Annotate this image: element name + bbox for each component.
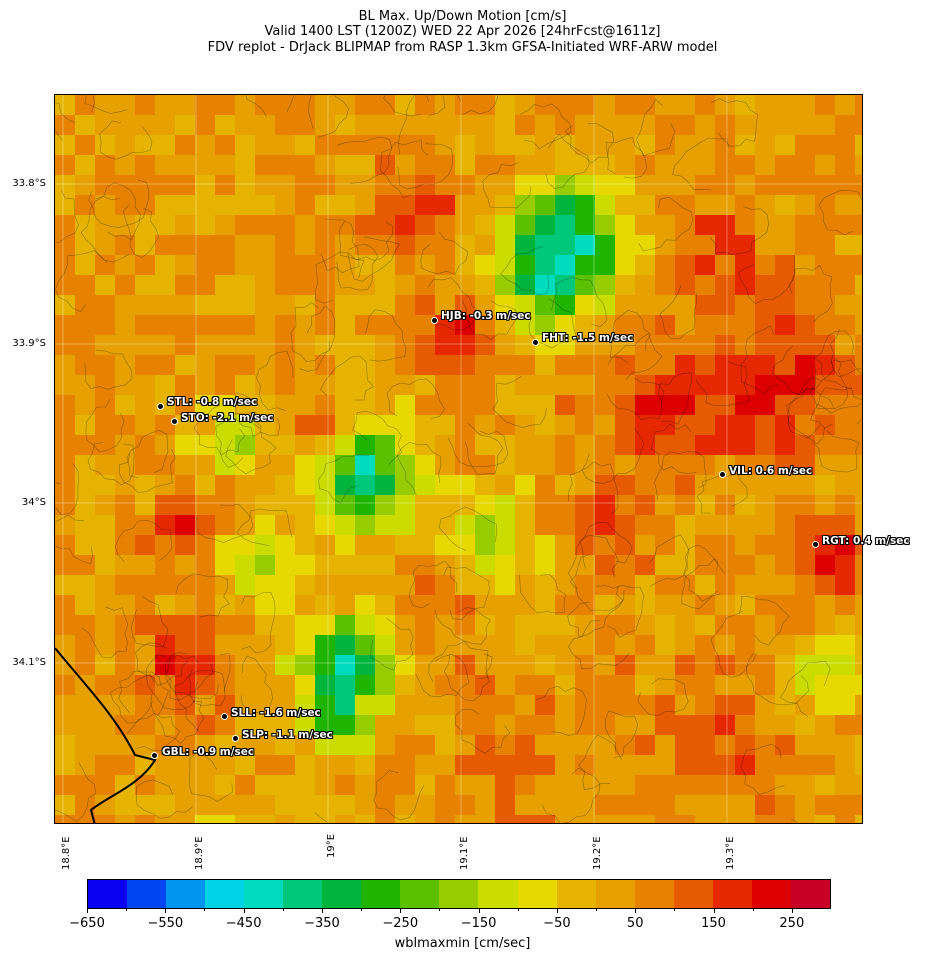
colorbar-title: wblmaxmin [cm/sec] (394, 936, 531, 951)
lon-label-18-8: 18.8°E (61, 836, 72, 870)
colorbar-minor-tick (439, 909, 441, 911)
station-label-sll: SLL: -1.6 m/sec (231, 707, 321, 719)
station-marker-gbl[interactable] (151, 752, 158, 759)
colorbar-swatch (712, 880, 752, 908)
colorbar-swatch (751, 880, 791, 908)
colorbar-swatch (634, 880, 674, 908)
lat-label-34-1: 34.1°S (12, 657, 46, 668)
station-marker-sto[interactable] (171, 418, 178, 425)
colorbar-swatch (790, 880, 830, 908)
station-label-slp: SLP: -1.1 m/sec (242, 729, 333, 741)
station-label-rgt: RGT: 0.4 m/sec (822, 535, 910, 547)
colorbar-minor-tick (361, 909, 363, 911)
station-label-stl: STL: -0.8 m/sec (167, 396, 258, 408)
station-marker-rgt[interactable] (812, 541, 819, 548)
title-line-3: FDV replot - DrJack BLIPMAP from RASP 1.… (207, 40, 718, 55)
colorbar-tick-label: −550 (147, 916, 184, 931)
colorbar-tick-label: −350 (304, 916, 340, 931)
colorbar-tick-label: −150 (460, 916, 497, 931)
colorbar (87, 879, 831, 909)
station-label-hjb: HJB: -0.3 m/sec (441, 310, 531, 322)
station-marker-fht[interactable] (532, 339, 539, 346)
colorbar-tick (635, 909, 637, 913)
lat-label-34-0: 34°S (21, 497, 46, 508)
colorbar-tick-label: −650 (69, 916, 105, 931)
colorbar-tick-label: 150 (701, 916, 726, 931)
colorbar-swatch (673, 880, 713, 908)
lon-label-19-0: 19°E (326, 833, 337, 858)
colorbar-tick (713, 909, 715, 913)
colorbar-tick (87, 909, 88, 913)
colorbar-minor-tick (674, 909, 676, 911)
station-label-fht: FHT: -1.5 m/sec (542, 332, 634, 344)
lon-label-19-2: 19.2°E (592, 836, 603, 870)
colorbar-swatch (283, 880, 323, 908)
lon-label-19-3: 19.3°E (725, 836, 736, 870)
lat-label-33-9: 33.9°S (12, 338, 46, 349)
colorbar-swatch (322, 880, 362, 908)
colorbar-tick (321, 909, 323, 913)
colorbar-tick-label: −50 (543, 916, 571, 931)
coastline (55, 647, 157, 823)
colorbar-tick (243, 909, 245, 913)
colorbar-tick (556, 909, 558, 913)
colorbar-minor-tick (752, 909, 754, 911)
colorbar-swatch (127, 880, 167, 908)
station-marker-sll[interactable] (221, 713, 228, 720)
lon-label-19-1: 19.1°E (459, 836, 470, 870)
station-marker-slp[interactable] (232, 735, 239, 742)
colorbar-minor-tick (204, 909, 206, 911)
title-line-2: Valid 1400 LST (1200Z) WED 22 Apr 2026 [… (264, 24, 661, 39)
colorbar-tick (400, 909, 402, 913)
colorbar-swatch (244, 880, 284, 908)
colorbar-minor-tick (126, 909, 128, 911)
vertical-motion-grid (55, 95, 862, 823)
colorbar-swatch (478, 880, 518, 908)
colorbar-swatch (400, 880, 440, 908)
colorbar-tick (165, 909, 167, 913)
colorbar-minor-tick (596, 909, 598, 911)
colorbar-tick-label: −250 (382, 916, 419, 931)
station-marker-stl[interactable] (157, 403, 164, 410)
lon-label-18-9: 18.9°E (194, 836, 205, 870)
colorbar-swatch (517, 880, 557, 908)
station-marker-vil[interactable] (719, 471, 726, 478)
lat-label-33-8: 33.8°S (12, 178, 46, 189)
colorbar-swatch (439, 880, 479, 908)
colorbar-tick-label: 250 (779, 916, 805, 931)
station-label-gbl: GBL: -0.9 m/sec (162, 746, 255, 758)
map-panel[interactable] (54, 94, 863, 824)
station-marker-hjb[interactable] (431, 317, 438, 324)
colorbar-tick-label: 50 (626, 916, 644, 931)
colorbar-tick (478, 909, 480, 913)
station-label-sto: STO: -2.1 m/sec (181, 412, 274, 424)
colorbar-minor-tick (282, 909, 284, 911)
title-line-1: BL Max. Up/Down Motion [cm/s] (358, 9, 567, 24)
station-label-vil: VIL: 0.6 m/sec (729, 465, 813, 477)
colorbar-tick (791, 909, 793, 913)
colorbar-swatch (205, 880, 245, 908)
colorbar-minor-tick (517, 909, 519, 911)
colorbar-tick-label: −450 (225, 916, 262, 931)
colorbar-swatch (556, 880, 596, 908)
colorbar-swatch (88, 880, 128, 908)
colorbar-swatch (361, 880, 401, 908)
colorbar-swatch (166, 880, 206, 908)
colorbar-swatch (595, 880, 635, 908)
